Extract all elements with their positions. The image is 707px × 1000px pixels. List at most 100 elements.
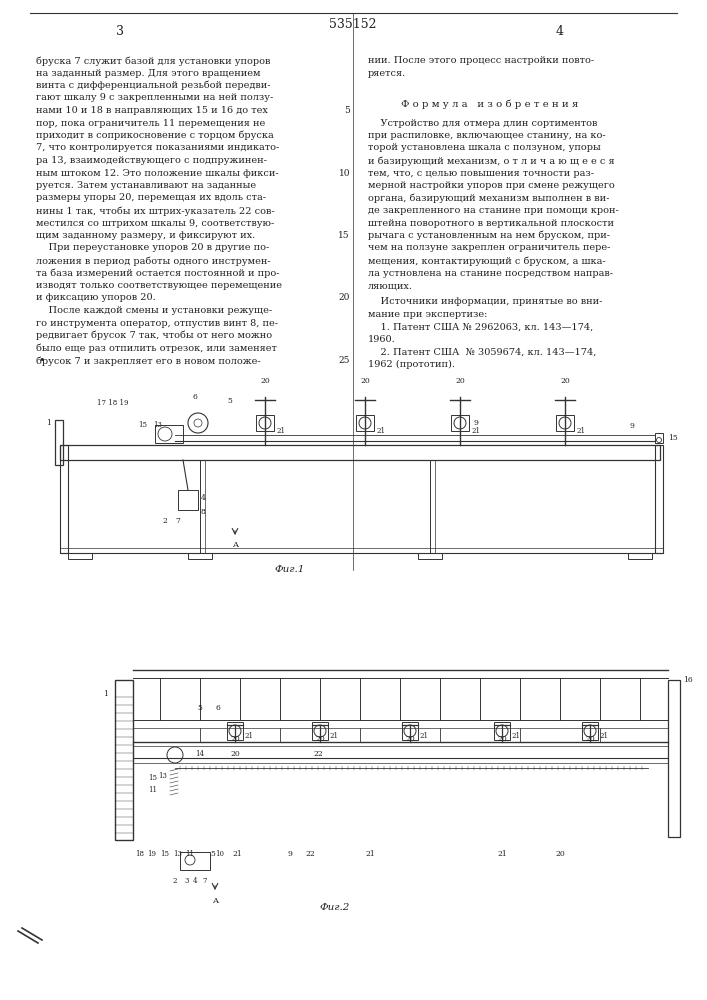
Text: 4: 4	[201, 494, 206, 502]
Text: 4: 4	[193, 877, 197, 885]
Text: 21: 21	[600, 732, 609, 740]
Text: местился со штрихом шкалы 9, соответствую-: местился со штрихом шкалы 9, соответству…	[36, 219, 274, 228]
Text: тем, что, с целью повышения точности раз-: тем, что, с целью повышения точности раз…	[368, 168, 594, 178]
Text: 15: 15	[668, 434, 678, 442]
Text: 21: 21	[365, 850, 375, 858]
Text: 16: 16	[683, 676, 693, 684]
Text: При переустановке упоров 20 в другие по-: При переустановке упоров 20 в другие по-	[36, 243, 269, 252]
Text: 20: 20	[230, 750, 240, 758]
Text: 3: 3	[116, 25, 124, 38]
Bar	[312, 722, 328, 740]
Text: изводят только соответствующее перемещение: изводят только соответствующее перемещен…	[36, 281, 282, 290]
Bar	[188, 553, 212, 559]
Text: при распиловке, включающее станину, на ко-: при распиловке, включающее станину, на к…	[368, 131, 606, 140]
Text: 17 18 19: 17 18 19	[97, 399, 129, 407]
Text: 22: 22	[313, 750, 323, 758]
Text: Фиг.1: Фиг.1	[275, 565, 305, 574]
Text: пор, пока ограничитель 11 перемещения не: пор, пока ограничитель 11 перемещения не	[36, 118, 265, 127]
Text: 20: 20	[315, 735, 325, 743]
Bar	[68, 553, 92, 559]
Text: Ф о р м у л а   и з о б р е т е н и я: Ф о р м у л а и з о б р е т е н и я	[402, 100, 578, 109]
Bar	[178, 490, 198, 510]
Text: мещения, контактирующий с бруском, а шка-: мещения, контактирующий с бруском, а шка…	[368, 256, 606, 265]
Text: 21: 21	[245, 732, 254, 740]
Text: 15: 15	[160, 850, 170, 858]
Text: 20: 20	[230, 735, 240, 743]
Text: ра 13, взаимодействующего с подпружинен-: ра 13, взаимодействующего с подпружинен-	[36, 156, 267, 165]
Text: и базирующий механизм, о т л и ч а ю щ е е с я: и базирующий механизм, о т л и ч а ю щ е…	[368, 156, 614, 165]
Text: брусок 7 и закрепляет его в новом положе-: брусок 7 и закрепляет его в новом положе…	[36, 356, 261, 365]
Text: 20: 20	[455, 377, 465, 385]
Text: органа, базирующий механизм выполнен в ви-: органа, базирующий механизм выполнен в в…	[368, 194, 609, 203]
Text: 13: 13	[158, 772, 168, 780]
Text: 20: 20	[405, 735, 415, 743]
Text: 2. Патент США  № 3059674, кл. 143—174,: 2. Патент США № 3059674, кл. 143—174,	[368, 347, 597, 356]
Text: •: •	[39, 355, 45, 365]
Text: 21: 21	[277, 427, 286, 435]
Text: ряется.: ряется.	[368, 68, 407, 78]
Bar	[418, 553, 442, 559]
Bar	[115, 680, 133, 840]
Text: ла устновлена на станине посредством направ-: ла устновлена на станине посредством нап…	[368, 268, 613, 277]
Text: 5: 5	[211, 850, 216, 858]
Bar	[60, 445, 660, 460]
Text: 2: 2	[163, 517, 168, 525]
Text: та база измерений остается постоянной и про-: та база измерений остается постоянной и …	[36, 268, 279, 278]
Bar	[556, 415, 574, 431]
Bar	[356, 415, 374, 431]
Text: торой установлена шкала с ползуном, упоры: торой установлена шкала с ползуном, упор…	[368, 143, 601, 152]
Text: 535152: 535152	[329, 18, 377, 31]
Text: ложения в период работы одного инструмен-: ложения в период работы одного инструмен…	[36, 256, 271, 265]
Text: гают шкалу 9 с закрепленными на ней ползу-: гают шкалу 9 с закрепленными на ней полз…	[36, 94, 273, 103]
Bar	[655, 433, 663, 443]
Text: После каждой смены и установки режуще-: После каждой смены и установки режуще-	[36, 306, 272, 315]
Text: щим заданному размеру, и фиксируют их.: щим заданному размеру, и фиксируют их.	[36, 231, 255, 240]
Text: 5: 5	[228, 397, 233, 405]
Bar	[180, 852, 210, 870]
Text: 20: 20	[585, 735, 595, 743]
Text: чем на ползуне закреплен ограничитель пере-: чем на ползуне закреплен ограничитель пе…	[368, 243, 610, 252]
Text: 14: 14	[196, 750, 204, 758]
Text: A: A	[212, 897, 218, 905]
Text: 18: 18	[136, 850, 144, 858]
Text: 11: 11	[148, 786, 157, 794]
Text: винта с дифференциальной резьбой передви-: винта с дифференциальной резьбой передви…	[36, 81, 271, 91]
Text: нии. После этого процесс настройки повто-: нии. После этого процесс настройки повто…	[368, 56, 594, 65]
Text: мерной настройки упоров при смене режущего: мерной настройки упоров при смене режуще…	[368, 181, 615, 190]
Text: Фиг.2: Фиг.2	[320, 903, 350, 912]
Text: 1: 1	[103, 690, 108, 698]
Text: 21: 21	[377, 427, 386, 435]
Text: 9: 9	[474, 419, 479, 427]
Text: 5: 5	[197, 704, 202, 712]
Text: 13: 13	[173, 850, 182, 858]
Text: 13: 13	[153, 421, 163, 429]
Bar	[582, 722, 598, 740]
Text: ляющих.: ляющих.	[368, 281, 413, 290]
Text: 20: 20	[260, 377, 270, 385]
Text: 21: 21	[472, 427, 481, 435]
Text: 21: 21	[497, 850, 507, 858]
Text: де закрепленного на станине при помощи крон-: де закрепленного на станине при помощи к…	[368, 206, 619, 215]
Text: 21: 21	[420, 732, 429, 740]
Text: 8: 8	[201, 508, 206, 516]
Bar	[668, 680, 680, 837]
Text: бруска 7 служит базой для установки упоров: бруска 7 служит базой для установки упор…	[36, 56, 270, 66]
Text: 6: 6	[216, 704, 221, 712]
Text: 9: 9	[629, 422, 634, 430]
Text: 15: 15	[148, 774, 157, 782]
Text: го инструмента оператор, отпустив винт 8, пе-: го инструмента оператор, отпустив винт 8…	[36, 318, 278, 328]
Text: 1962 (прототип).: 1962 (прототип).	[368, 360, 455, 369]
Text: 7: 7	[175, 517, 180, 525]
Text: приходит в соприкосновение с торцом бруска: приходит в соприкосновение с торцом брус…	[36, 131, 274, 140]
Text: 22: 22	[305, 850, 315, 858]
Text: 1. Патент США № 2962063, кл. 143—174,: 1. Патент США № 2962063, кл. 143—174,	[368, 322, 593, 331]
Text: 21: 21	[232, 850, 242, 858]
Text: 20: 20	[555, 850, 565, 858]
Text: рычага с установленным на нем бруском, при-: рычага с установленным на нем бруском, п…	[368, 231, 610, 240]
Text: 15: 15	[339, 231, 350, 240]
Text: 6: 6	[192, 393, 197, 401]
Text: 21: 21	[512, 732, 521, 740]
Text: 20: 20	[339, 294, 350, 302]
Bar	[60, 445, 68, 553]
Text: A: A	[232, 541, 238, 549]
